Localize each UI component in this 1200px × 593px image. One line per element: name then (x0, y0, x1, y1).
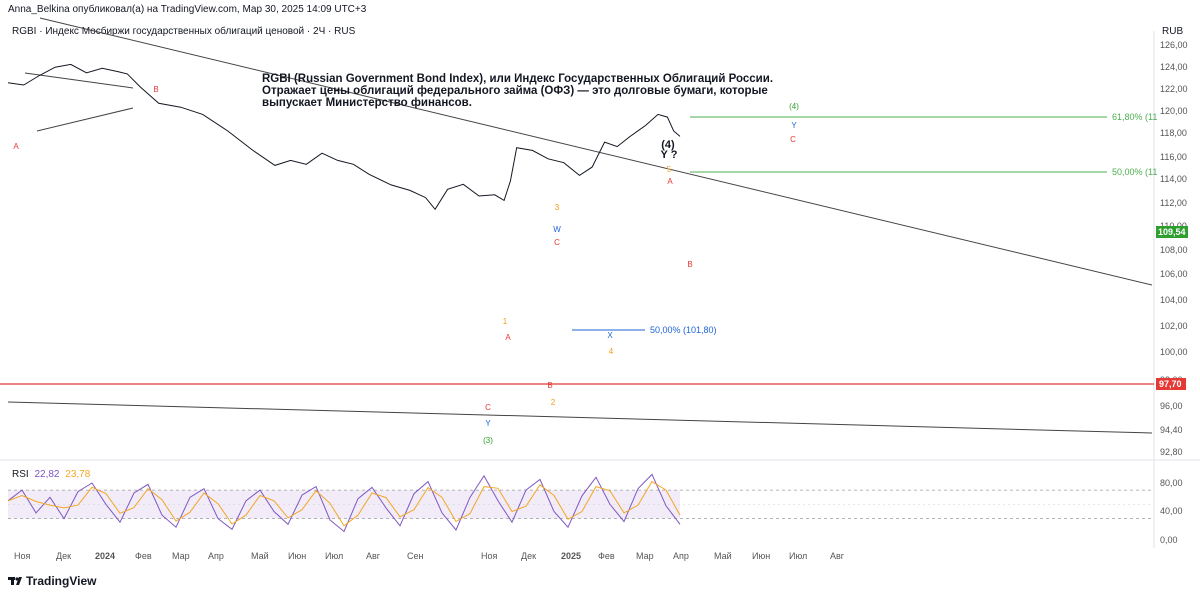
x-tick-label: Май (714, 551, 732, 561)
y-tick-label: 122,00 (1160, 84, 1188, 94)
wave-label: C (485, 403, 491, 412)
rsi-y-tick-label: 0,00 (1160, 535, 1178, 545)
wave-label: C (790, 135, 796, 144)
rsi-ma-value: 23,78 (65, 469, 91, 480)
y-tick-label: 106,00 (1160, 269, 1188, 279)
wave-label: X (607, 331, 613, 340)
annotation-line-2: Отражает цены облигаций федерального зай… (262, 85, 768, 97)
y-tick-label: 114,00 (1160, 174, 1187, 184)
wave-label: B (153, 85, 158, 94)
tradingview-brand: TradingView (26, 574, 97, 588)
tradingview-logo-icon (8, 577, 22, 585)
fib-level-618-label: 61,80% (11 (1112, 112, 1157, 122)
wave-label: W (553, 225, 561, 234)
x-tick-label: Ноя (14, 551, 31, 561)
y-tick-label: 116,00 (1160, 152, 1187, 162)
y-tick-label: 94,40 (1160, 425, 1183, 435)
x-tick-label: Ноя (481, 551, 498, 561)
x-tick-label: Май (251, 551, 269, 561)
x-tick-label: Июл (789, 551, 807, 561)
x-tick-label: Дек (56, 551, 71, 561)
x-tick-label: 2025 (561, 551, 581, 561)
rsi-value: 22,82 (34, 469, 60, 480)
x-tick-label: 2024 (95, 551, 115, 561)
y-tick-label: 102,00 (1160, 321, 1188, 331)
wave-label: (4) (661, 139, 675, 151)
y-tick-label: 126,00 (1160, 40, 1188, 50)
x-tick-label: Дек (521, 551, 536, 561)
support-level-label: 97,70 (1159, 379, 1182, 389)
x-tick-label: Июн (288, 551, 306, 561)
y-tick-label: 108,00 (1160, 245, 1188, 255)
y-tick-label: 92,80 (1160, 447, 1183, 457)
wave-label: A (505, 333, 511, 342)
trendline-upper (39, 17, 1153, 286)
wave-label: B (687, 260, 692, 269)
wave-label: 3 (555, 203, 560, 212)
wave-label: Y (485, 419, 491, 428)
rsi-line (7, 473, 681, 533)
fib-level-50-label: 50,00% (11 (1112, 167, 1157, 177)
rsi-ma-line (7, 480, 681, 527)
y-tick-label: 120,00 (1160, 106, 1188, 116)
wave-label: 1 (503, 317, 508, 326)
wave-label: B (547, 381, 552, 390)
rsi-y-tick-label: 80,00 (1160, 478, 1183, 488)
annotation-line-1: RGBI (Russian Government Bond Index), ил… (262, 73, 774, 85)
x-tick-label: Авг (830, 551, 845, 561)
rsi-y-tick-label: 40,00 (1160, 506, 1183, 516)
wedge-bottom-line (36, 107, 134, 132)
wave-label: (3) (483, 436, 493, 445)
wedge-top-line (24, 72, 134, 89)
price-line (7, 63, 681, 211)
x-tick-label: Авг (366, 551, 381, 561)
x-tick-label: Апр (208, 551, 224, 561)
wave-label: Y (791, 121, 797, 130)
last-price-label: 109,54 (1158, 227, 1186, 237)
wave-label: A (13, 142, 19, 151)
rsi-label: RSI (12, 469, 29, 480)
support-level-badge (1156, 378, 1186, 390)
footer: TradingView (8, 574, 96, 588)
wave-label: 2 (551, 398, 556, 407)
fib-level-blue-label: 50,00% (101,80) (650, 325, 717, 335)
y-tick-label: 104,00 (1160, 295, 1188, 305)
trendline-lower (7, 401, 1153, 434)
y-tick-label: 112,00 (1160, 198, 1187, 208)
y-tick-label: 100,00 (1160, 347, 1188, 357)
wave-label: 4 (609, 347, 614, 356)
x-tick-label: Сен (407, 551, 424, 561)
y-tick-label: 118,00 (1160, 128, 1187, 138)
x-tick-label: Фев (598, 551, 615, 561)
wave-label: 5 (667, 165, 672, 174)
symbol-title[interactable]: RGBI · Индекс Мосбиржи государственных о… (12, 26, 356, 37)
x-tick-label: Мар (636, 551, 654, 561)
x-tick-label: Июн (752, 551, 770, 561)
last-price-badge (1156, 226, 1188, 238)
wave-label: (4) (789, 102, 799, 111)
wave-label: A (667, 177, 673, 186)
wave-label: Y ? (661, 149, 678, 161)
x-tick-label: Июл (325, 551, 343, 561)
currency-label: RUB (1162, 26, 1184, 37)
publisher-info: Anna_Belkina опубликовал(а) на TradingVi… (8, 4, 367, 15)
y-tick-label: 124,00 (1160, 62, 1188, 72)
annotation-text: RGBI (Russian Government Bond Index), ил… (262, 73, 822, 109)
x-tick-label: Фев (135, 551, 152, 561)
annotation-line-3: выпускает Министерство финансов. (262, 97, 472, 109)
x-tick-label: Апр (673, 551, 689, 561)
rsi-legend[interactable]: RSI 22,82 23,78 (12, 469, 90, 480)
x-tick-label: Мар (172, 551, 190, 561)
wave-label: C (554, 238, 560, 247)
y-tick-label: 96,00 (1160, 401, 1183, 411)
